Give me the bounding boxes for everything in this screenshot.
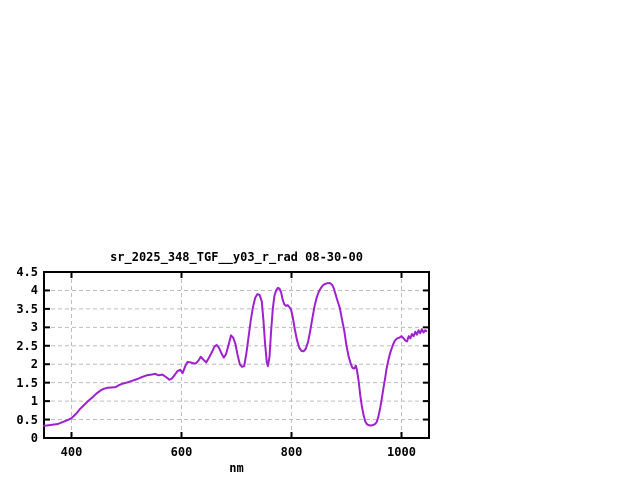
x-tick-label: 600 xyxy=(170,445,193,459)
y-tick-label: 2 xyxy=(30,357,38,372)
y-tick-label: 0.5 xyxy=(16,412,38,427)
y-tick-label: 1.5 xyxy=(16,375,38,390)
plot-border xyxy=(43,271,430,439)
y-tick-label: 3 xyxy=(30,320,38,335)
y-tick-label: 4.5 xyxy=(16,265,38,279)
y-tick-label: 2.5 xyxy=(16,338,38,353)
gridlines xyxy=(44,272,429,438)
y-tick-label: 3.5 xyxy=(16,301,38,316)
y-tick-label: 1 xyxy=(30,394,38,409)
y-tick-label: 4 xyxy=(30,283,38,298)
tick-marks xyxy=(44,272,429,438)
x-tick-label: 1000 xyxy=(387,445,416,459)
chart-title: sr_2025_348_TGF__y03_r_rad 08-30-00 xyxy=(110,250,363,264)
series-line xyxy=(43,282,428,427)
y-tick-label: 0 xyxy=(30,431,38,445)
x-tick-label: 800 xyxy=(280,445,303,459)
x-tick-label: 400 xyxy=(60,445,83,459)
x-axis-label: nm xyxy=(229,461,244,475)
